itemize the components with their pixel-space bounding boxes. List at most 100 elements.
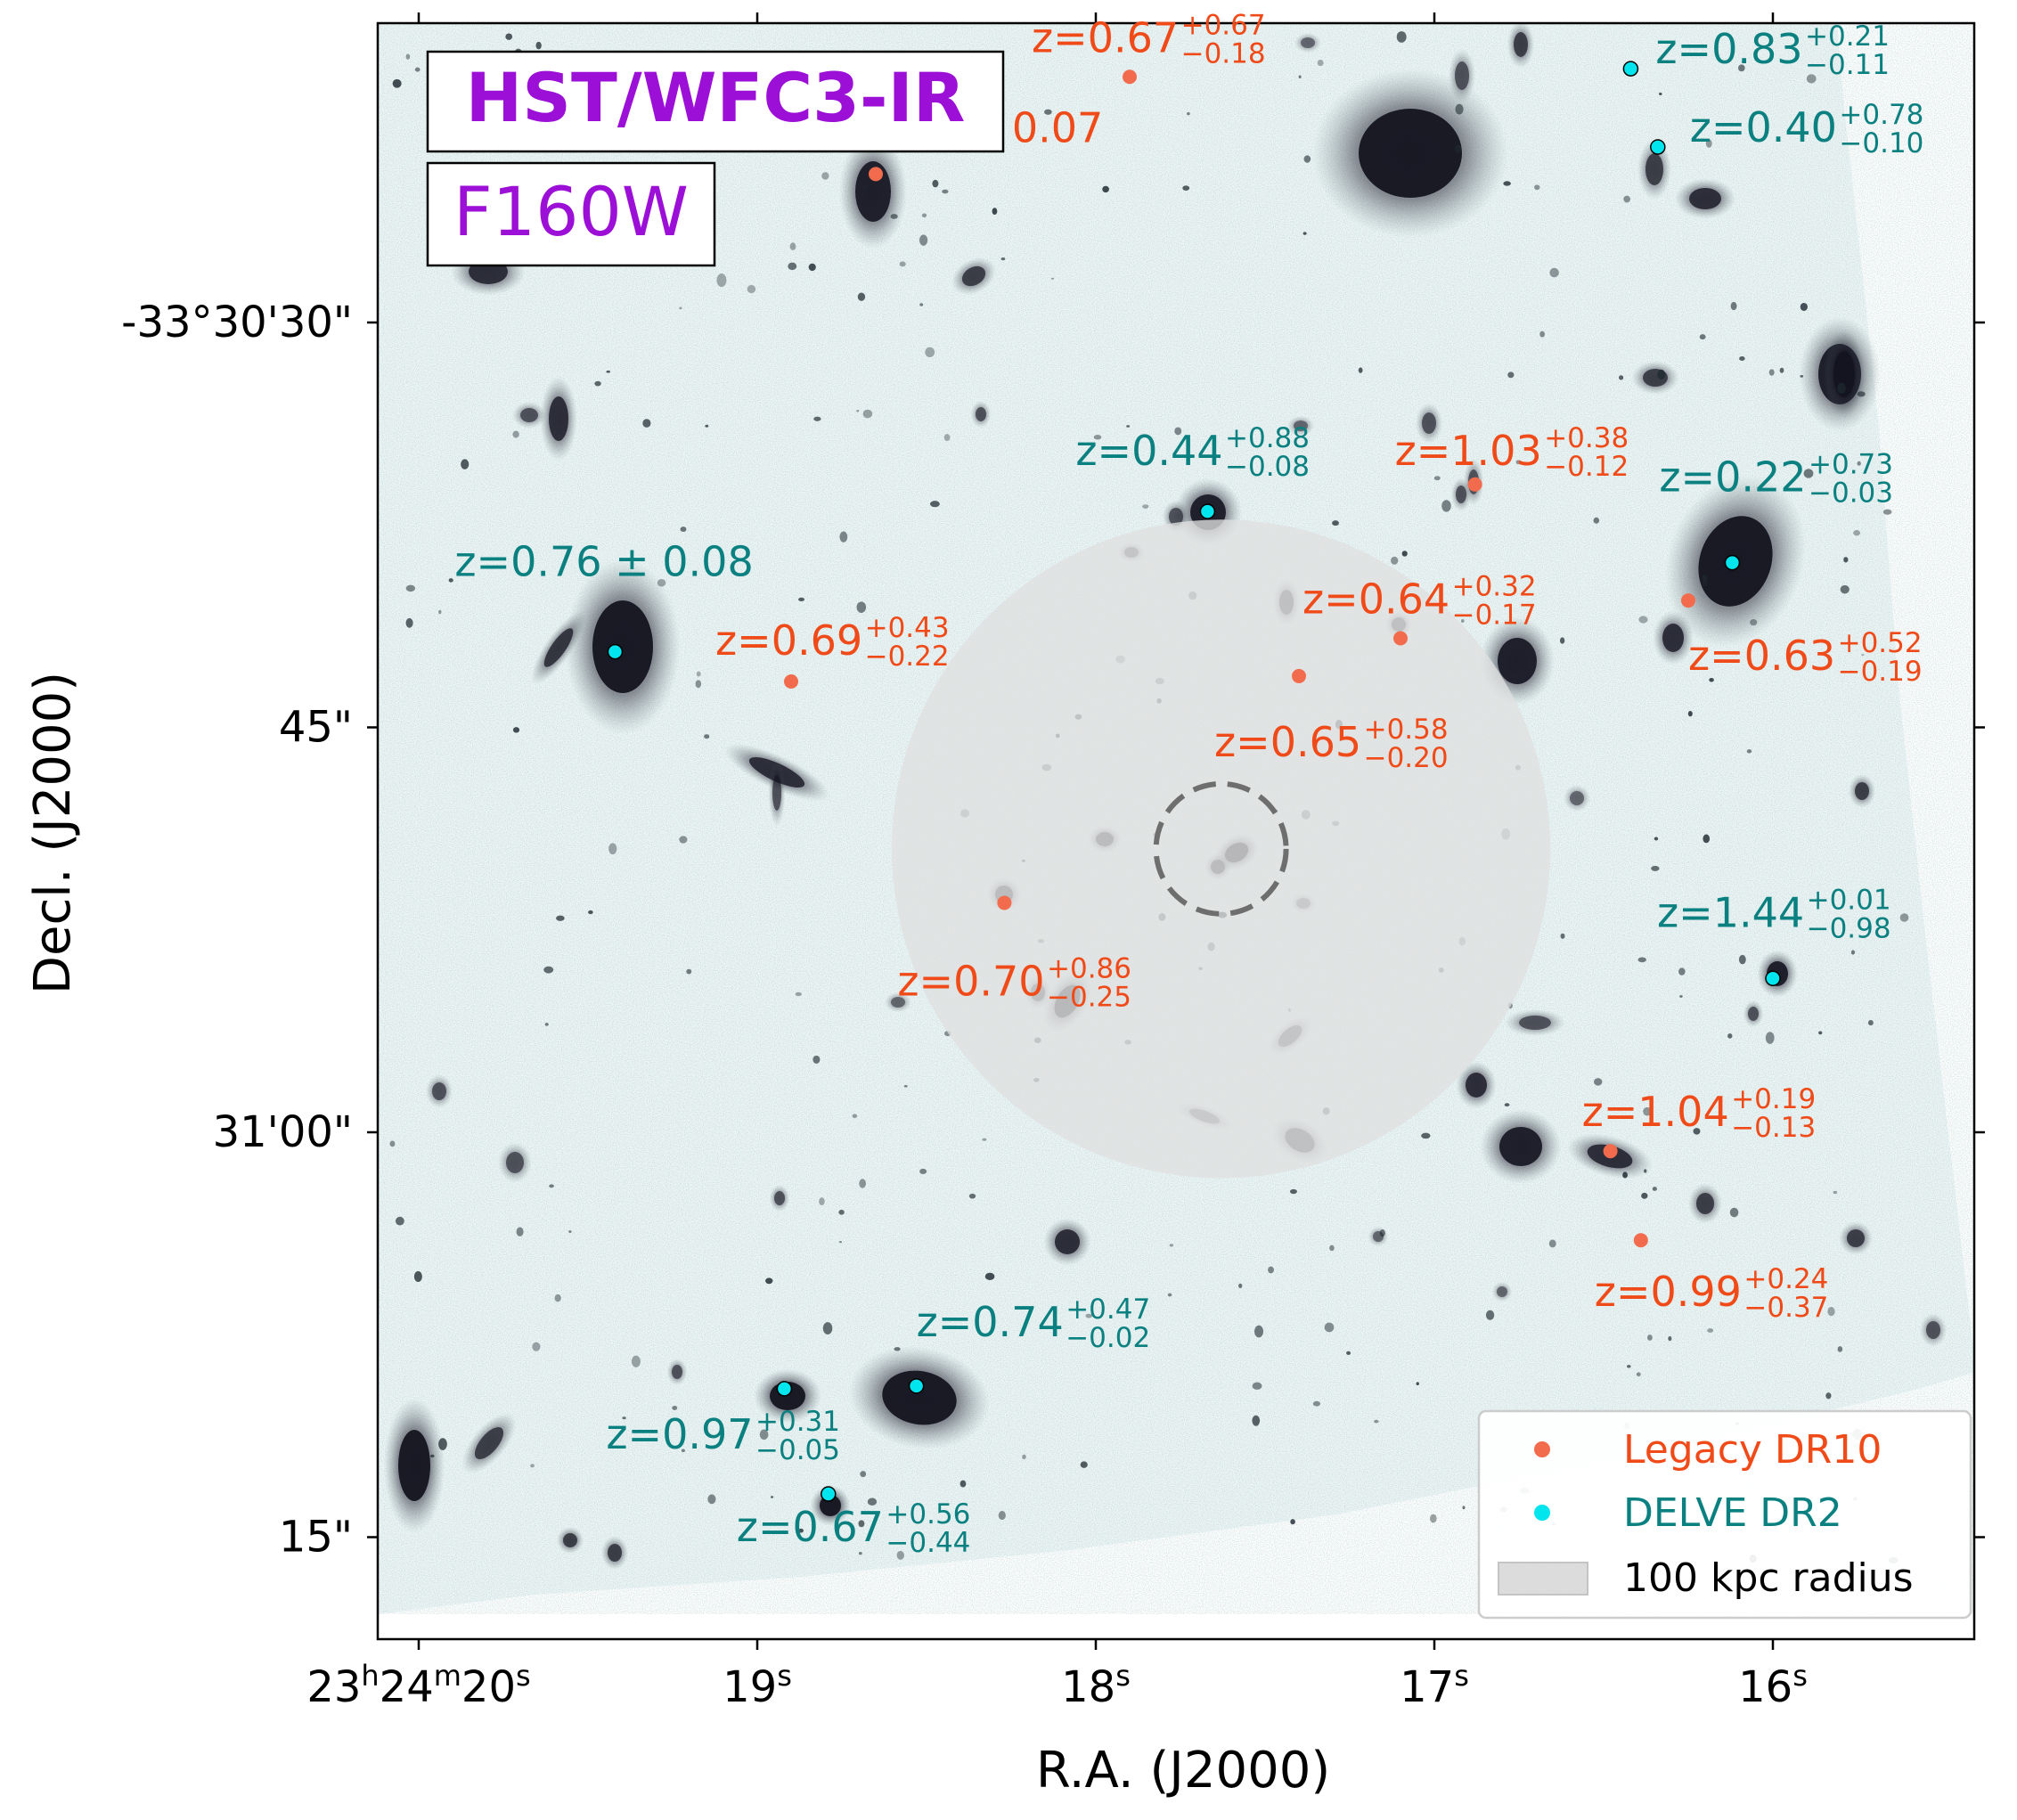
faint-source bbox=[1252, 1415, 1261, 1426]
faint-source bbox=[1485, 1310, 1495, 1320]
delve-redshift-label: z=0.22 bbox=[1659, 453, 1806, 502]
faint-source bbox=[1867, 1020, 1874, 1026]
faint-source bbox=[608, 843, 617, 855]
faint-source bbox=[1391, 556, 1399, 565]
delve-redshift-upper-error: +0.01 bbox=[1807, 884, 1891, 916]
faint-source bbox=[1050, 277, 1055, 280]
faint-source bbox=[1302, 232, 1307, 235]
faint-source bbox=[438, 609, 442, 615]
faint-source bbox=[1429, 1514, 1437, 1523]
filter-label: F160W bbox=[453, 172, 689, 251]
legacy-redshift-label: z=1.04 bbox=[1582, 1088, 1729, 1136]
dec-tick-label: 31'00" bbox=[213, 1107, 353, 1157]
faint-source bbox=[789, 242, 796, 250]
faint-source bbox=[1707, 1328, 1714, 1333]
faint-source bbox=[1836, 382, 1846, 394]
faint-source bbox=[672, 1405, 678, 1410]
faint-source bbox=[819, 1197, 825, 1205]
faint-source bbox=[1654, 837, 1659, 841]
faint-source bbox=[1515, 460, 1521, 465]
filter-box: F160W bbox=[426, 161, 716, 267]
faint-source bbox=[1421, 1132, 1431, 1139]
faint-source bbox=[1709, 678, 1714, 682]
faint-source bbox=[1182, 185, 1190, 192]
faint-source bbox=[903, 1084, 908, 1088]
legacy-redshift-lower-error: −0.22 bbox=[865, 641, 950, 673]
faint-source bbox=[1641, 1192, 1648, 1199]
faint-source bbox=[448, 578, 453, 583]
faint-source bbox=[1534, 184, 1540, 191]
faint-source bbox=[1861, 654, 1865, 657]
ra-tick-label: 18s bbox=[1061, 1659, 1131, 1712]
faint-source bbox=[1702, 578, 1708, 587]
legacy-source-marker bbox=[1123, 69, 1137, 85]
faint-source bbox=[1659, 92, 1662, 96]
galaxy bbox=[543, 628, 574, 667]
faint-source bbox=[1454, 144, 1462, 153]
delve-redshift-lower-error: −0.11 bbox=[1805, 49, 1890, 81]
axes-frame bbox=[376, 21, 1976, 1641]
faint-source bbox=[1593, 517, 1600, 524]
faint-source bbox=[1899, 913, 1909, 922]
faint-source bbox=[859, 1179, 866, 1188]
faint-source bbox=[392, 78, 402, 88]
faint-source bbox=[1085, 1313, 1093, 1318]
galaxy bbox=[563, 1533, 577, 1547]
target-dashed-circle bbox=[1153, 780, 1289, 917]
delve-redshift-upper-error: +0.21 bbox=[1805, 20, 1890, 53]
galaxy bbox=[592, 600, 653, 693]
delve-source-marker bbox=[1765, 970, 1781, 987]
faint-source bbox=[681, 1449, 685, 1453]
galaxy bbox=[1855, 782, 1869, 800]
faint-source bbox=[588, 910, 593, 915]
source-markers bbox=[607, 61, 1781, 1502]
galaxy bbox=[1662, 624, 1684, 652]
faint-source bbox=[405, 584, 416, 592]
faint-source bbox=[1167, 1293, 1172, 1297]
legacy-redshift-lower-error: −0.25 bbox=[1047, 981, 1131, 1013]
legacy-redshift-upper-error: +0.19 bbox=[1731, 1083, 1816, 1115]
faint-source bbox=[1462, 1506, 1466, 1510]
faint-source bbox=[1622, 1171, 1628, 1179]
faint-source bbox=[544, 1023, 549, 1026]
faint-source bbox=[929, 501, 940, 508]
delve-redshift-lower-error: −0.10 bbox=[1839, 127, 1923, 159]
faint-source bbox=[1739, 355, 1745, 362]
galaxy bbox=[608, 1544, 622, 1562]
faint-source bbox=[554, 1294, 561, 1302]
faint-source bbox=[405, 617, 413, 628]
faint-source bbox=[839, 531, 848, 543]
faint-source bbox=[1298, 75, 1302, 78]
delve-redshift-label: z=0.67 bbox=[737, 1503, 884, 1551]
faint-source bbox=[631, 1355, 641, 1367]
galaxy bbox=[1926, 1321, 1940, 1339]
ra-tick-label: 16s bbox=[1738, 1659, 1808, 1712]
faint-source bbox=[1779, 367, 1784, 373]
legacy-redshift-lower-error: −0.19 bbox=[1838, 656, 1923, 688]
faint-source bbox=[1637, 957, 1646, 963]
faint-source bbox=[1268, 1266, 1274, 1274]
delve-source-marker bbox=[908, 1378, 925, 1394]
instrument-box: HST/WFC3-IR bbox=[426, 50, 1005, 153]
galaxy bbox=[891, 997, 905, 1008]
faint-source bbox=[1646, 1334, 1653, 1341]
legacy-source-marker bbox=[1681, 593, 1695, 608]
delve-source-marker bbox=[776, 1381, 793, 1397]
faint-source bbox=[556, 915, 565, 921]
faint-source bbox=[438, 1438, 447, 1450]
galaxy bbox=[774, 1191, 785, 1205]
legend: Legacy DR10 DELVE DR2 100 kpc radius bbox=[1477, 1409, 1972, 1620]
galaxy bbox=[1498, 638, 1537, 684]
faint-source bbox=[1374, 1419, 1379, 1424]
delve-redshift-label: z=0.40 bbox=[1690, 103, 1837, 151]
delve-source-marker bbox=[1724, 554, 1741, 571]
faint-source bbox=[1559, 637, 1565, 644]
faint-source bbox=[1738, 954, 1746, 965]
faint-source bbox=[1750, 619, 1758, 626]
legend-delve-label: DELVE DR2 bbox=[1623, 1490, 1842, 1536]
galaxy bbox=[506, 1152, 524, 1173]
faint-source bbox=[984, 1272, 995, 1280]
legacy-redshift-upper-error: +0.32 bbox=[1452, 571, 1537, 603]
galaxy bbox=[1422, 412, 1436, 434]
